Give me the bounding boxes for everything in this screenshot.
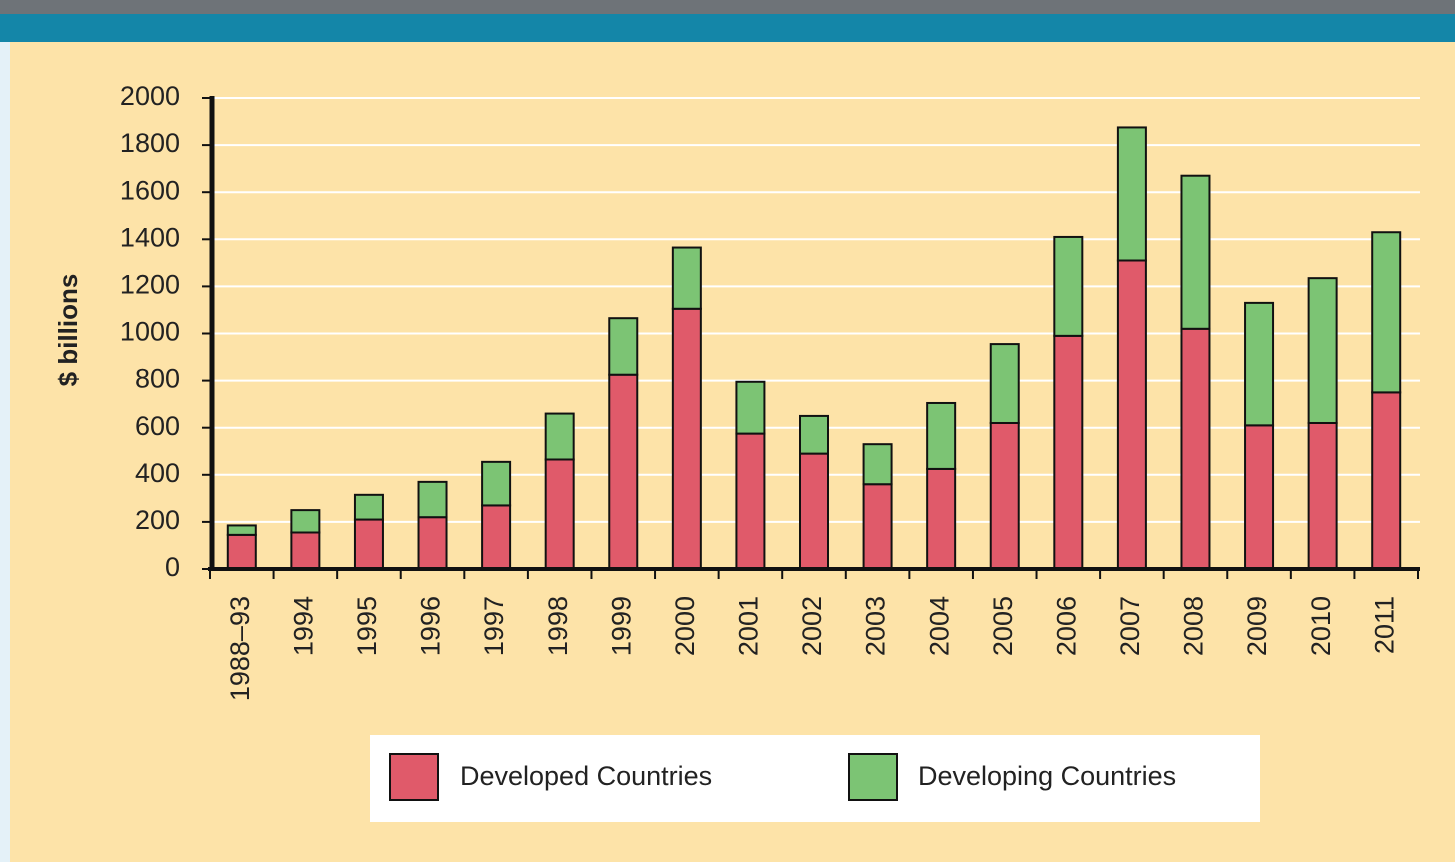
bar-segment (1307, 421, 1338, 570)
legend-box (370, 735, 1260, 822)
y-tick-label: 1800 (120, 128, 180, 158)
y-tick-label: 2000 (120, 81, 180, 111)
legend-label: Developing Countries (918, 761, 1176, 791)
bar-segment (481, 460, 512, 507)
bar-segment (671, 307, 702, 570)
x-tick-label: 1998 (543, 596, 573, 656)
bar-segment (1053, 235, 1084, 337)
bar-segment (226, 524, 257, 536)
x-tick-label: 2004 (924, 596, 954, 656)
x-tick-label: 2010 (1306, 596, 1336, 656)
legend-swatch (848, 753, 898, 801)
bar-segment (862, 483, 893, 570)
bar-segment (989, 343, 1020, 424)
x-tick-label: 1988–93 (225, 596, 255, 701)
bar-segment (417, 480, 448, 519)
bar-segment (1307, 277, 1338, 424)
y-tick-label: 1600 (120, 175, 180, 205)
bar-segment (926, 401, 957, 470)
x-tick-label: 1996 (416, 596, 446, 656)
bar-segment (671, 246, 702, 310)
bar-segment (608, 373, 639, 570)
x-tick-label: 2009 (1242, 596, 1272, 656)
y-tick-label: 600 (135, 411, 180, 441)
bar-segment (417, 516, 448, 571)
x-tick-label: 1995 (352, 596, 382, 656)
x-tick-label: 2000 (670, 596, 700, 656)
x-tick-label: 1999 (606, 596, 636, 656)
bar-segment (290, 531, 321, 570)
bar-segment (862, 443, 893, 486)
x-tick-label: 2008 (1179, 596, 1209, 656)
legend-swatch (389, 753, 439, 801)
bar-segment (1180, 174, 1211, 330)
bar-segment (926, 467, 957, 571)
x-tick-label: 2001 (734, 596, 764, 656)
y-tick-label: 0 (165, 552, 180, 582)
bar-segment (226, 533, 257, 570)
bar-segment (608, 317, 639, 376)
header-band (0, 14, 1455, 42)
bar-segment (735, 432, 766, 570)
x-tick-label: 2007 (1115, 596, 1145, 656)
x-tick-label: 2002 (797, 596, 827, 656)
bar-segment (799, 414, 829, 455)
bar-segment (1371, 231, 1402, 394)
y-tick-label: 1200 (120, 270, 180, 300)
top-bar (0, 0, 1455, 14)
bar-segment (735, 380, 766, 435)
bar-segment (353, 493, 384, 521)
bar-segment (1116, 259, 1147, 570)
bar-segment (1244, 424, 1275, 570)
y-tick-label: 800 (135, 364, 180, 394)
y-tick-label: 200 (135, 505, 180, 535)
bar-segment (1053, 334, 1084, 571)
bar-segment (1116, 126, 1147, 262)
bar-segment (353, 518, 384, 570)
bar-segment (989, 421, 1020, 570)
legend-label: Developed Countries (460, 761, 712, 791)
y-tick-label: 1400 (120, 222, 180, 252)
x-tick-label: 2005 (988, 596, 1018, 656)
y-axis-label: $ billions (53, 274, 83, 387)
y-tick-label: 400 (135, 458, 180, 488)
bar-segment (544, 458, 575, 570)
x-tick-label: 2011 (1369, 596, 1399, 654)
x-tick-label: 2003 (861, 596, 891, 656)
x-tick-label: 1997 (479, 596, 509, 656)
bar-segment (481, 504, 512, 571)
bar-segment (544, 412, 575, 461)
bar-segment (1371, 391, 1402, 570)
x-tick-label: 1994 (288, 596, 318, 656)
bar-segment (1244, 301, 1275, 427)
y-tick-label: 1000 (120, 317, 180, 347)
bar-segment (799, 452, 829, 571)
bar-segment (290, 509, 321, 534)
bar-segment (1180, 327, 1211, 571)
left-border (0, 42, 10, 862)
x-tick-label: 2006 (1051, 596, 1081, 656)
